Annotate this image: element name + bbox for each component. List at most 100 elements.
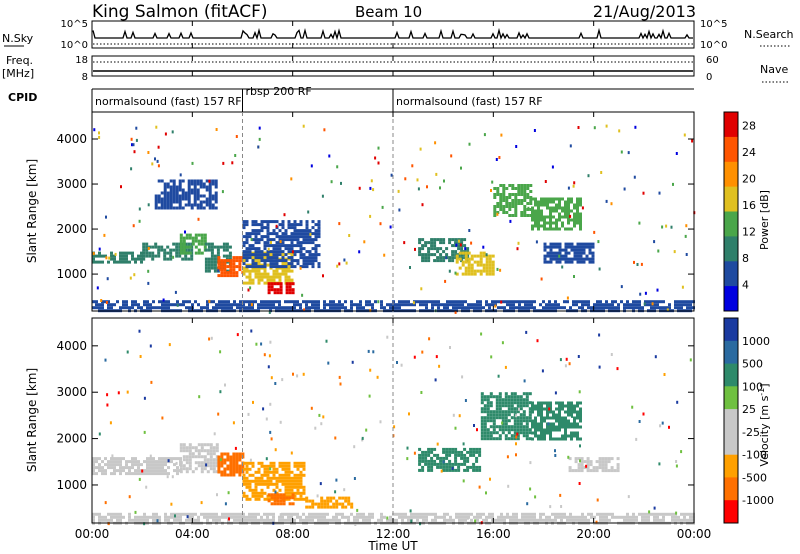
data-cell	[164, 300, 167, 304]
data-cell	[579, 401, 582, 405]
data-cell	[323, 518, 326, 522]
data-cell	[142, 254, 146, 258]
data-cell	[238, 262, 242, 266]
scatter-point	[413, 451, 416, 455]
data-cell	[377, 518, 380, 522]
data-cell	[251, 494, 255, 498]
data-cell	[564, 422, 567, 426]
data-cell	[537, 437, 540, 441]
scatter-point	[419, 147, 422, 151]
scatter-point	[684, 234, 687, 238]
data-cell	[182, 248, 186, 252]
data-cell	[248, 306, 251, 310]
scatter-point	[504, 365, 507, 369]
data-cell	[371, 306, 374, 310]
data-cell	[641, 512, 644, 516]
data-cell	[498, 428, 502, 432]
scatter-point	[416, 178, 419, 182]
scatter-point	[335, 478, 338, 482]
data-cell	[492, 422, 496, 426]
data-cell	[662, 515, 665, 519]
data-cell	[242, 300, 245, 304]
data-cell	[419, 300, 422, 304]
data-cell	[410, 303, 413, 307]
data-cell	[207, 266, 211, 270]
data-cell	[173, 518, 176, 522]
scatter-point	[105, 215, 107, 219]
data-cell	[284, 464, 288, 468]
data-cell	[653, 512, 656, 516]
data-cell	[251, 238, 255, 242]
data-cell	[191, 452, 195, 456]
data-cell	[454, 241, 458, 245]
data-cell	[281, 235, 285, 239]
data-cell	[311, 300, 314, 304]
data-cell	[257, 470, 261, 474]
data-cell	[187, 248, 191, 252]
scatter-point	[164, 132, 167, 136]
scatter-point	[533, 129, 536, 132]
data-cell	[410, 512, 413, 516]
data-cell	[517, 190, 521, 193]
data-cell	[212, 458, 216, 462]
data-cell	[314, 253, 318, 257]
data-cell	[169, 188, 173, 192]
data-cell	[314, 238, 318, 242]
data-cell	[582, 260, 586, 264]
data-cell	[208, 206, 212, 210]
scatter-point	[435, 172, 438, 176]
data-cell	[290, 269, 294, 273]
scatter-point	[213, 432, 216, 436]
data-cell	[479, 263, 483, 267]
data-cell	[581, 515, 584, 519]
scatter-point	[501, 341, 504, 345]
data-cell	[543, 200, 546, 204]
data-cell	[194, 455, 198, 459]
data-cell	[549, 434, 552, 438]
data-cell	[242, 266, 246, 270]
data-cell	[223, 458, 227, 462]
data-cell	[272, 259, 276, 263]
data-cell	[549, 404, 552, 408]
data-cell	[116, 457, 119, 461]
data-cell	[586, 457, 590, 461]
data-cell	[272, 247, 276, 251]
data-cell	[537, 209, 540, 213]
data-cell	[257, 238, 261, 242]
scatter-point	[577, 126, 580, 129]
data-cell	[495, 437, 499, 441]
data-cell	[493, 211, 497, 214]
time-axis-label: Time UT	[367, 539, 418, 553]
data-cell	[523, 211, 527, 214]
data-cell	[92, 463, 95, 467]
data-cell	[104, 457, 107, 461]
data-cell	[498, 398, 502, 402]
data-cell	[158, 457, 161, 461]
data-cell	[182, 449, 186, 453]
data-cell	[528, 407, 532, 411]
scatter-point	[670, 225, 673, 229]
data-cell	[470, 518, 473, 522]
data-cell	[211, 203, 215, 207]
x-tick-label: 12:00	[376, 527, 411, 541]
data-cell	[251, 461, 255, 465]
data-cell	[537, 410, 540, 414]
data-cell	[564, 203, 567, 207]
data-cell	[588, 242, 592, 246]
data-cell	[517, 184, 521, 187]
data-cell	[204, 257, 208, 261]
data-cell	[418, 447, 422, 451]
data-cell	[442, 250, 446, 254]
data-cell	[549, 218, 552, 222]
scatter-point	[627, 495, 630, 499]
data-cell	[272, 300, 275, 304]
scatter-point	[299, 266, 302, 270]
scatter-point	[224, 502, 227, 506]
data-cell	[572, 515, 575, 519]
data-cell	[531, 404, 534, 408]
data-cell	[238, 470, 242, 474]
scatter-point	[417, 187, 420, 191]
scatter-point	[274, 490, 277, 494]
data-cell	[302, 464, 306, 468]
data-cell	[567, 257, 571, 261]
